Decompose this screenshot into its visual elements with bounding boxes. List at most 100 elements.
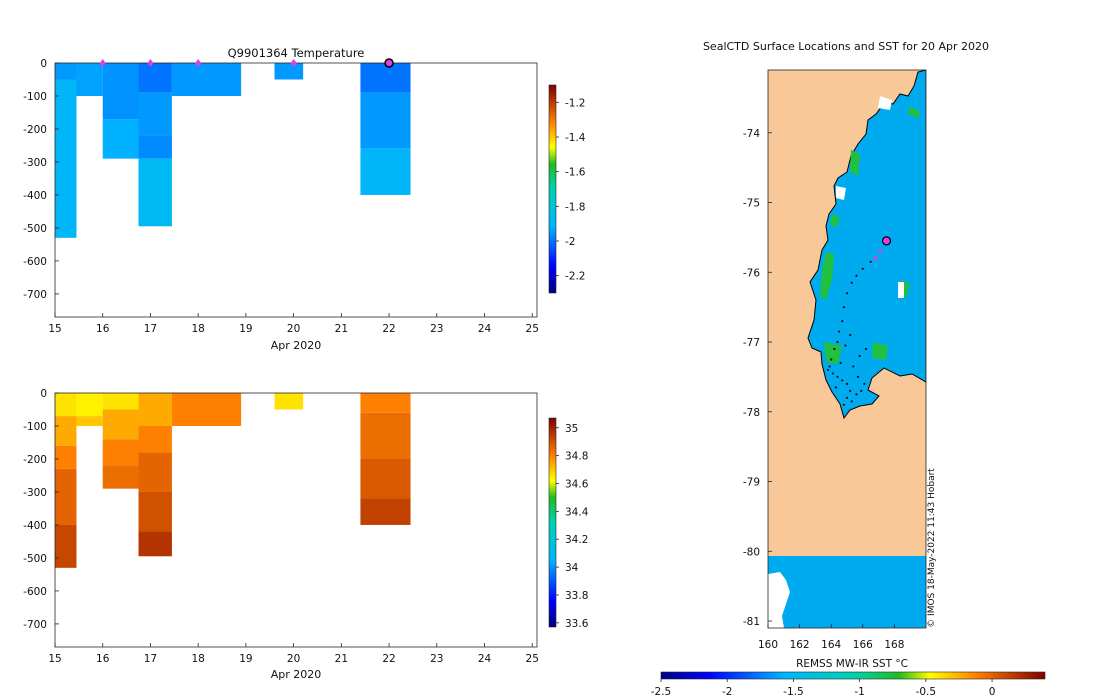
track-point	[833, 347, 836, 351]
track-point	[841, 320, 844, 323]
section-cell	[102, 393, 139, 410]
map-title: SealCTD Surface Locations and SST for 20…	[703, 40, 989, 53]
profile-marker	[99, 59, 106, 67]
track-point	[845, 382, 849, 385]
salinity-cells	[55, 393, 411, 568]
x-tick-label: 18	[191, 653, 204, 665]
x-tick-label: 15	[48, 323, 61, 335]
y-tick-label: -100	[23, 91, 47, 103]
x-tick-label: 24	[478, 653, 492, 665]
salinity-colorbar-ticks: 35 34.8 34.6 34.4 34.2 34 33.8 33.6	[556, 423, 589, 630]
colorbar-tick-label: 34.6	[565, 478, 589, 490]
section-cell	[55, 63, 77, 80]
track-point	[845, 292, 849, 295]
section-cell	[360, 393, 411, 413]
salinity-y-axis: 0 -100 -200 -300 -400 -500 -600 -700	[23, 388, 59, 631]
profile-marker	[195, 59, 202, 67]
track-point	[836, 375, 839, 378]
section-cell	[102, 119, 139, 159]
section-cell	[55, 445, 77, 469]
section-cell	[171, 63, 242, 96]
y-tick-label: -600	[23, 256, 47, 268]
track-point	[855, 393, 858, 396]
track-point	[834, 386, 838, 389]
section-cell	[55, 393, 77, 417]
x-tick-label: 25	[526, 323, 539, 335]
track-point	[826, 368, 830, 372]
x-tick-label: 24	[478, 323, 492, 335]
section-cell	[274, 393, 304, 410]
land-notch	[768, 572, 790, 628]
section-cell	[360, 148, 411, 195]
section-cell	[76, 393, 103, 417]
lat-tick-label: -76	[743, 267, 760, 279]
section-cell	[55, 79, 77, 238]
section-cell	[360, 412, 411, 459]
y-tick-label: -400	[23, 190, 47, 202]
x-tick-label: 19	[239, 653, 252, 665]
x-tick-label: 20	[287, 323, 300, 335]
section-cell	[102, 409, 139, 440]
track-point	[828, 365, 831, 368]
temperature-cells	[55, 63, 411, 238]
section-cell	[138, 63, 172, 93]
x-tick-label: 22	[382, 653, 395, 665]
colorbar-tick-label: 34.2	[565, 534, 588, 546]
section-cell	[360, 498, 411, 525]
ross-sea-ocean	[807, 70, 926, 420]
profile-marker	[147, 59, 154, 67]
section-cell	[138, 491, 172, 532]
section-cell	[55, 416, 77, 446]
temperature-profile-markers	[99, 58, 394, 68]
track-point	[850, 281, 853, 284]
colorbar-tick-label: 33.6	[565, 618, 589, 630]
x-tick-label: 17	[144, 653, 157, 665]
track-point	[841, 379, 844, 382]
lat-tick-label: -81	[743, 616, 760, 628]
section-cell	[274, 63, 304, 80]
colorbar-tick-label: 35	[565, 423, 578, 435]
track-point	[838, 330, 841, 333]
track-point	[860, 389, 863, 392]
temperature-colorbar	[548, 84, 557, 294]
temperature-section-chart: Q9901364 Temperature 15 16 17 18 19 20 21 22 23 2…	[23, 46, 586, 352]
colorbar-tick-label: 33.8	[565, 590, 588, 602]
x-tick-label: 25	[526, 653, 539, 665]
section-cell	[102, 63, 139, 120]
track-point	[844, 344, 847, 347]
colorbar-tick-label: 34.4	[565, 506, 589, 518]
sst-colorbar-tick-label: -0.5	[916, 686, 937, 698]
section-cell	[360, 63, 411, 93]
sst-colorbar	[660, 671, 1046, 680]
y-tick-label: -700	[23, 619, 47, 631]
x-tick-label: 16	[96, 323, 110, 335]
y-tick-label: -700	[23, 289, 47, 301]
lat-tick-label: -79	[743, 477, 760, 489]
track-point	[849, 389, 852, 392]
section-cell	[76, 63, 103, 96]
colorbar-tick-label: -1.6	[565, 167, 586, 179]
lat-tick-label: -78	[743, 407, 760, 419]
profile-marker	[290, 59, 297, 67]
salinity-section-chart: 15 16 17 18 19 20 21 22 23 24 25 0 -100 -200 -300 -400…	[23, 388, 589, 681]
lon-tick-label: 160	[758, 639, 778, 651]
sst-colorbar-tick-label: -1	[854, 686, 864, 698]
x-tick-label: 18	[191, 323, 204, 335]
salinity-colorbar	[548, 417, 557, 628]
x-tick-label: 20	[287, 653, 300, 665]
sst-colorbar-tick-label: -2.5	[651, 686, 672, 698]
y-tick-label: -200	[23, 124, 47, 136]
track-point	[842, 403, 845, 406]
lat-tick-label: -74	[743, 128, 760, 140]
lon-tick-label: 162	[790, 639, 810, 651]
sst-colorbar-tick-label: -2	[722, 686, 732, 698]
section-cell	[55, 524, 77, 568]
y-tick-label: -400	[23, 520, 47, 532]
section-cell	[102, 465, 139, 489]
section-cell	[138, 425, 172, 453]
y-tick-label: -300	[23, 157, 47, 169]
imos-watermark: © IMOS 18-May-2022 11:43 Hobart	[927, 468, 937, 628]
section-cell	[360, 458, 411, 499]
section-cell	[76, 416, 103, 426]
